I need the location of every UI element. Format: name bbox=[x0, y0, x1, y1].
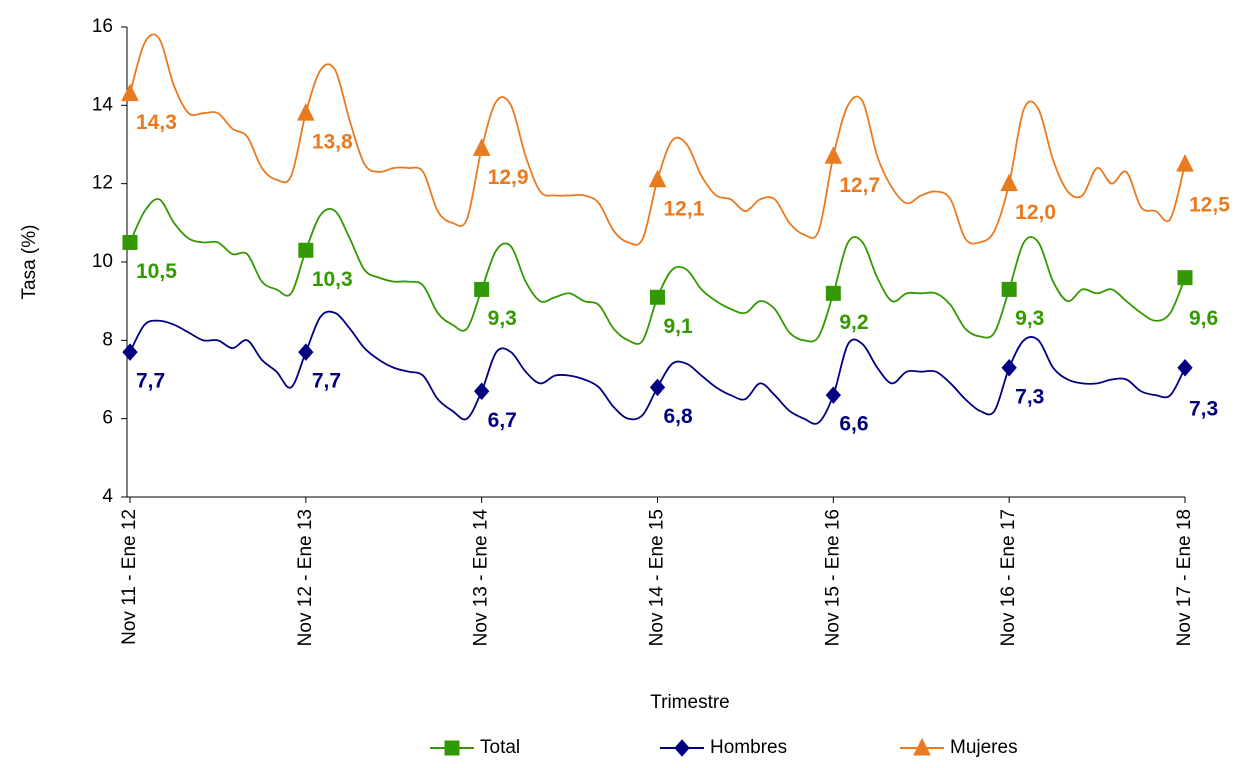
data-label: 7,3 bbox=[1015, 385, 1044, 408]
y-tick-label: 6 bbox=[102, 408, 113, 429]
data-label: 9,6 bbox=[1189, 307, 1218, 330]
x-tick-label: Nov 15 - Ene 16 bbox=[822, 509, 843, 646]
y-tick-label: 14 bbox=[92, 94, 114, 115]
data-label: 10,5 bbox=[136, 260, 177, 283]
point-marker bbox=[472, 138, 491, 156]
data-label: 6,8 bbox=[664, 405, 694, 428]
point-marker bbox=[122, 234, 138, 250]
data-label: 9,1 bbox=[664, 315, 694, 338]
legend-marker bbox=[674, 739, 690, 757]
legend-label: Total bbox=[480, 737, 520, 758]
point-marker bbox=[649, 378, 666, 397]
y-tick-label: 10 bbox=[92, 251, 113, 272]
legend-label: Mujeres bbox=[950, 737, 1018, 758]
data-label: 12,7 bbox=[839, 174, 880, 197]
x-tick-label: Nov 14 - Ene 15 bbox=[647, 509, 668, 646]
data-label: 9,2 bbox=[839, 311, 868, 334]
x-tick-label: Nov 17 - Ene 18 bbox=[1174, 509, 1195, 646]
point-marker bbox=[298, 343, 314, 361]
point-marker bbox=[474, 382, 490, 401]
data-label: 9,3 bbox=[1015, 307, 1044, 330]
data-label: 7,3 bbox=[1189, 397, 1218, 420]
point-marker bbox=[825, 386, 841, 404]
data-label: 10,3 bbox=[312, 268, 353, 291]
point-marker bbox=[1177, 358, 1193, 377]
y-tick-label: 12 bbox=[92, 173, 113, 194]
data-label: 12,5 bbox=[1189, 194, 1230, 217]
data-label: 7,7 bbox=[312, 370, 341, 393]
point-marker bbox=[1001, 358, 1017, 377]
data-label: 7,7 bbox=[136, 370, 165, 393]
legend-marker bbox=[913, 737, 931, 756]
data-label: 12,9 bbox=[488, 166, 529, 189]
x-tick-label: Nov 16 - Ene 17 bbox=[998, 509, 1019, 646]
data-label: 6,7 bbox=[488, 409, 517, 432]
legend-label: Hombres bbox=[710, 737, 787, 758]
data-label: 14,3 bbox=[136, 111, 177, 134]
y-tick-label: 8 bbox=[102, 329, 113, 350]
x-tick-label: Nov 11 - Ene 12 bbox=[119, 509, 140, 645]
data-label: 6,6 bbox=[839, 413, 868, 436]
point-marker bbox=[1177, 270, 1193, 286]
point-marker bbox=[1000, 173, 1018, 192]
point-marker bbox=[298, 242, 314, 258]
x-tick-label: Nov 13 - Ene 14 bbox=[471, 509, 492, 647]
data-label: 12,1 bbox=[664, 197, 705, 220]
point-marker bbox=[474, 281, 490, 297]
x-tick-label: Nov 12 - Ene 13 bbox=[295, 509, 316, 646]
data-label: 9,3 bbox=[488, 307, 517, 330]
data-label: 13,8 bbox=[312, 131, 353, 154]
point-marker bbox=[122, 343, 138, 361]
point-marker bbox=[825, 285, 841, 301]
point-marker bbox=[650, 289, 665, 305]
point-marker bbox=[1001, 281, 1017, 297]
point-marker bbox=[121, 83, 139, 102]
point-marker bbox=[648, 169, 667, 188]
point-marker bbox=[1176, 153, 1194, 172]
data-label: 12,0 bbox=[1015, 201, 1056, 224]
y-tick-label: 4 bbox=[102, 486, 113, 507]
y-tick-label: 16 bbox=[92, 16, 113, 37]
y-axis-title: Tasa (%) bbox=[19, 225, 40, 300]
point-marker bbox=[297, 103, 315, 121]
point-marker bbox=[824, 146, 843, 164]
legend-marker bbox=[444, 740, 460, 756]
x-axis-title: Trimestre bbox=[650, 692, 730, 713]
